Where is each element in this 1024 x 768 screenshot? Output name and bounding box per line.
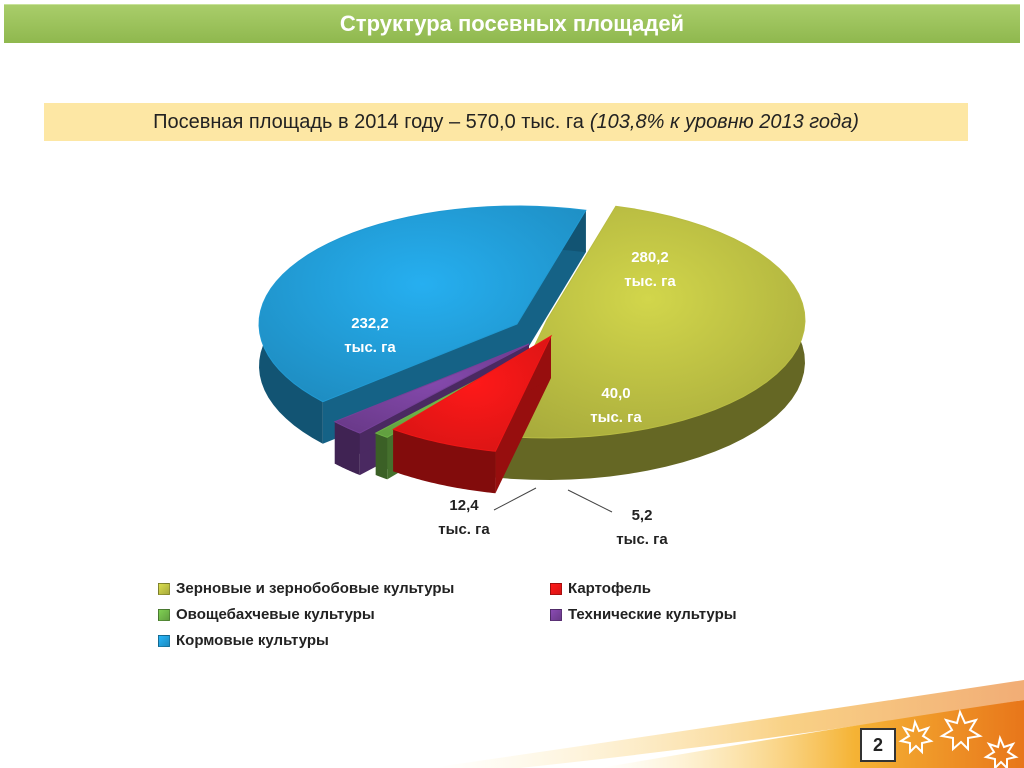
star-icon [898, 718, 934, 755]
data-label-value: 12,4 [449, 497, 479, 514]
pie-slice-1 [490, 205, 806, 480]
slice-outer-wall [375, 433, 388, 480]
data-label-value: 232,2 [351, 315, 389, 332]
star-icon [983, 734, 1019, 768]
slice-top [333, 343, 530, 434]
pie-slices [258, 205, 806, 494]
legend-item: Овощебахчевые культуры [158, 606, 375, 623]
legend-label: Кормовые культуры [176, 632, 329, 649]
legend-swatch [158, 582, 170, 595]
data-label-value: 280,2 [631, 249, 669, 266]
title-bar: Структура посевных площадей [4, 4, 1020, 43]
legend-label: Технические культуры [568, 606, 737, 623]
data-label-unit: тыс. га [344, 339, 396, 356]
legend-swatch [158, 608, 170, 621]
star-icon [939, 709, 983, 752]
data-label-value: 5,2 [632, 507, 653, 524]
slice-top [258, 205, 587, 403]
data-label-unit: тыс. га [624, 273, 676, 290]
data-label-unit: тыс. га [590, 409, 642, 426]
leader-line [567, 489, 613, 513]
page-title: Структура посевных площадей [339, 11, 685, 36]
legend-label: Картофель [568, 580, 651, 597]
legend-swatch [158, 634, 170, 647]
pie-labels: 280,2 тыс. га 40,0 тыс. га 5,2 тыс. га 12,4 тыс… [344, 249, 676, 548]
data-label-value: 40,0 [601, 385, 630, 402]
slice-outer-wall [334, 421, 360, 476]
data-label-unit: тыс. га [438, 521, 490, 538]
legend-swatch [550, 582, 562, 595]
data-label-unit: тыс. га [616, 531, 668, 548]
legend-item: Картофель [550, 580, 651, 597]
legend-swatch [550, 608, 562, 621]
page-number: 2 [860, 728, 896, 762]
star-icons [898, 709, 1019, 768]
slice-top [392, 334, 553, 452]
slice-top [490, 205, 806, 439]
legend-item: Кормовые культуры [158, 632, 329, 649]
pie-slice-2 [392, 334, 553, 494]
legend-label: Зерновые и зернобобовые культуры [176, 580, 455, 597]
leader-line [493, 487, 537, 511]
legend-item: Технические культуры [550, 606, 737, 623]
slice-outer-wall [393, 429, 496, 494]
subtitle-main: Посевная площадь в 2014 году – 570,0 тыс… [153, 110, 584, 133]
legend-label: Овощебахчевые культуры [176, 606, 375, 623]
legend-item: Зерновые и зернобобовые культуры [158, 580, 454, 597]
subtitle-note: (103,8% к уровню 2013 года) [589, 110, 859, 133]
subtitle-banner: Посевная площадь в 2014 году – 570,0 тыс… [44, 103, 968, 141]
